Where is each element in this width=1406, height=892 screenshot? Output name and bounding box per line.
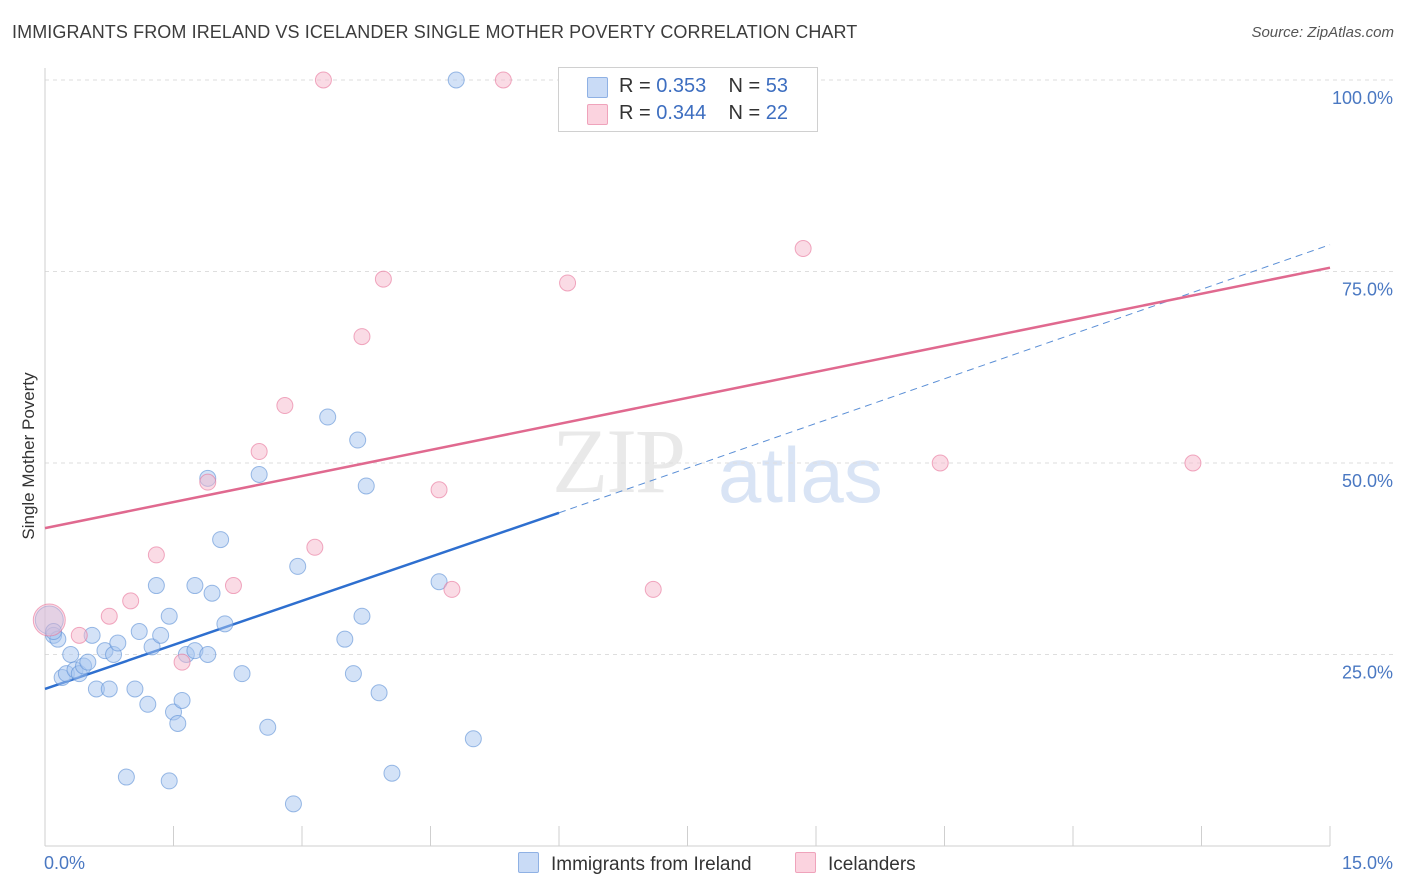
ireland-point xyxy=(203,584,221,602)
ireland-point xyxy=(430,573,448,591)
ireland-point xyxy=(216,615,234,633)
axes xyxy=(44,68,1331,847)
ireland-point xyxy=(464,730,482,748)
ireland-point xyxy=(100,680,118,698)
icelander-point xyxy=(122,592,140,610)
ireland-point xyxy=(212,531,230,549)
icelander-trend-line xyxy=(44,266,1331,530)
icelander-point xyxy=(430,481,448,499)
source-credit: Source: ZipAtlas.com xyxy=(1251,24,1394,41)
ireland-point xyxy=(152,626,170,644)
ireland-point xyxy=(45,623,63,641)
ireland-trend-line xyxy=(44,511,560,691)
ireland-point xyxy=(284,795,302,813)
legend-n-value: 22 xyxy=(765,102,789,124)
x-tick-label: 0.0% xyxy=(44,853,85,873)
legend-r-label: R = xyxy=(619,102,657,124)
icelander-point xyxy=(276,397,294,415)
legend-swatch-icelanders xyxy=(587,104,608,125)
legend-r-value: 0.353 xyxy=(656,75,707,97)
legend-swatch-ireland xyxy=(587,77,608,98)
ireland-point xyxy=(259,718,277,736)
ireland-point xyxy=(349,431,367,449)
ireland-point xyxy=(447,71,465,89)
y-axis-label: Single Mother Poverty xyxy=(19,372,38,540)
trend-lines xyxy=(44,244,1331,691)
tick-labels: 100.0% 75.0% 50.0% 25.0% 0.0% 15.0% Single Mot… xyxy=(19,88,1393,873)
icelander-point xyxy=(794,240,812,258)
legend-r-label: R = xyxy=(619,75,657,97)
grid-lines xyxy=(45,79,1395,655)
bottom-legend-icelanders: Icelanders xyxy=(795,852,916,876)
ireland-point xyxy=(62,646,80,663)
chart-title: IMMIGRANTS FROM IRELAND VS ICELANDER SIN… xyxy=(12,22,858,42)
icelander-point xyxy=(443,580,461,598)
y-tick-label: 25.0% xyxy=(1342,663,1393,683)
icelander-point xyxy=(931,454,949,472)
icelander-point xyxy=(147,546,165,564)
ireland-point xyxy=(233,665,251,683)
ireland-point xyxy=(370,684,388,702)
icelander-point xyxy=(70,626,88,644)
ireland-point xyxy=(353,607,371,625)
y-tick-label: 100.0% xyxy=(1332,88,1393,108)
ireland-point xyxy=(109,634,127,652)
ireland-point xyxy=(130,623,148,641)
ireland-point xyxy=(160,772,178,790)
watermark-zip: ZIP xyxy=(552,410,686,512)
ireland-trend-extension xyxy=(558,244,1331,514)
ireland-point xyxy=(169,714,187,732)
legend-n-label: N = xyxy=(728,102,766,124)
icelander-point xyxy=(353,328,371,346)
icelander-point xyxy=(306,538,324,556)
bottom-legend-swatch-icelanders xyxy=(795,852,816,873)
icelander-point xyxy=(199,473,217,491)
data-points xyxy=(32,71,1202,813)
icelander-point xyxy=(100,607,118,625)
icelander-point xyxy=(224,577,242,595)
icelander-point xyxy=(32,603,66,637)
icelander-point xyxy=(250,443,268,461)
bottom-legend-label-ireland: Immigrants from Ireland xyxy=(551,854,752,875)
bottom-legend-label-icelanders: Icelanders xyxy=(828,854,916,875)
ireland-point xyxy=(186,577,204,595)
icelander-point xyxy=(559,274,577,292)
y-tick-label: 75.0% xyxy=(1342,280,1393,300)
icelander-point xyxy=(314,71,332,89)
icelander-point xyxy=(644,580,662,598)
legend-n-label: N = xyxy=(728,75,766,97)
icelander-point xyxy=(173,653,191,671)
ireland-point xyxy=(357,477,375,495)
legend-n-value: 53 xyxy=(765,75,789,97)
ireland-point xyxy=(79,653,97,671)
ireland-point xyxy=(344,665,362,683)
icelander-point xyxy=(494,71,512,89)
bottom-legend-ireland: Immigrants from Ireland xyxy=(518,852,752,876)
x-tick-label: 15.0% xyxy=(1342,853,1393,873)
ireland-point xyxy=(383,764,401,782)
bottom-legend-swatch-ireland xyxy=(518,852,539,873)
ireland-point xyxy=(250,465,268,483)
icelander-point xyxy=(374,270,392,288)
ireland-point xyxy=(147,577,165,595)
legend-r-value: 0.344 xyxy=(656,102,707,124)
ireland-point xyxy=(126,680,144,698)
ireland-point xyxy=(289,557,307,575)
ireland-point xyxy=(199,646,217,663)
correlation-legend: R = 0.353 N = 53 R = 0.344 N = 22 xyxy=(558,67,818,132)
ireland-point xyxy=(319,408,337,426)
ireland-point xyxy=(139,695,157,713)
ireland-point xyxy=(173,691,191,709)
ireland-point xyxy=(160,607,178,625)
icelander-point xyxy=(1184,454,1202,472)
watermark-atlas: atlas xyxy=(718,431,883,519)
ireland-point xyxy=(117,768,135,786)
ireland-point xyxy=(336,630,354,648)
y-tick-label: 50.0% xyxy=(1342,471,1393,491)
ireland-point xyxy=(143,638,161,656)
